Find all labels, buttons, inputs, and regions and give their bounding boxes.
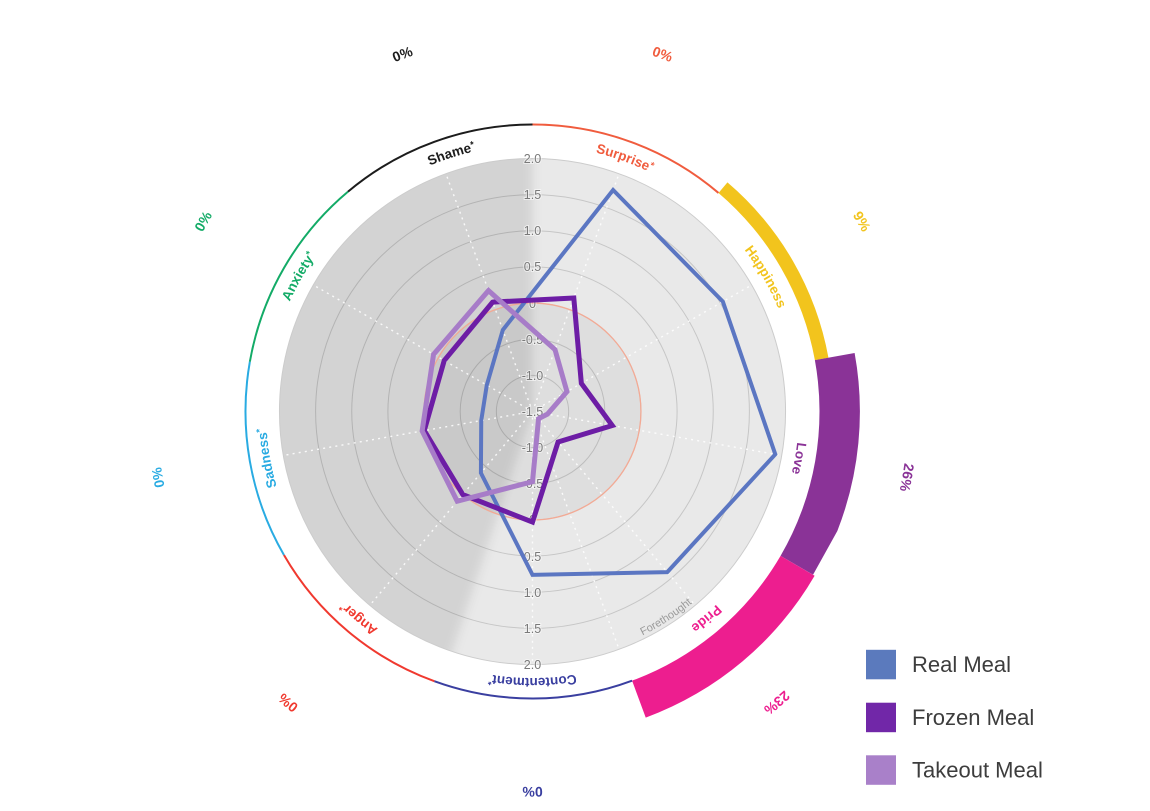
svg-text:Frozen Meal: Frozen Meal	[912, 705, 1034, 730]
svg-text:0: 0	[529, 297, 536, 311]
svg-text:-1.0: -1.0	[522, 369, 544, 383]
svg-text:0%: 0%	[650, 43, 675, 65]
svg-text:Contentment*: Contentment*	[487, 672, 578, 690]
svg-text:1.5: 1.5	[524, 188, 541, 202]
svg-text:1.5: 1.5	[524, 622, 541, 636]
svg-text:0.5: 0.5	[524, 550, 541, 564]
svg-text:26%: 26%	[897, 462, 918, 493]
svg-text:2.0: 2.0	[524, 152, 541, 166]
svg-text:-1.5: -1.5	[522, 405, 544, 419]
svg-text:0%: 0%	[390, 43, 415, 65]
svg-text:-1.0: -1.0	[522, 441, 544, 455]
svg-text:0.5: 0.5	[524, 260, 541, 274]
svg-text:2.0: 2.0	[524, 658, 541, 672]
svg-text:Real Meal: Real Meal	[912, 652, 1011, 677]
svg-text:0%: 0%	[148, 466, 167, 489]
svg-text:Love: Love	[789, 442, 809, 477]
svg-text:1.0: 1.0	[524, 224, 541, 238]
svg-text:0%: 0%	[522, 784, 543, 800]
svg-text:1.0: 1.0	[524, 586, 541, 600]
svg-text:Takeout Meal: Takeout Meal	[912, 758, 1043, 783]
